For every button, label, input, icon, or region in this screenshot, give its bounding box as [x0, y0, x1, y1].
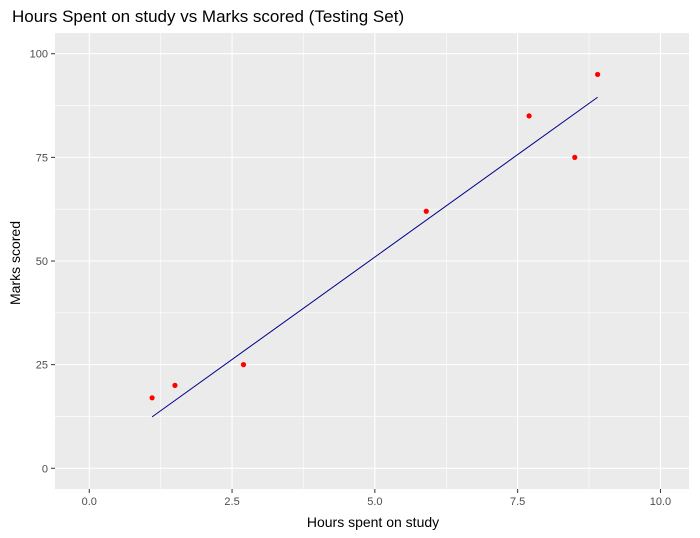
x-axis-ticks: 0.0 2.5 5.0 7.5 10.0 — [82, 489, 671, 508]
data-point — [172, 382, 178, 388]
y-tick-label: 100 — [30, 49, 48, 61]
y-tick-label: 50 — [36, 256, 48, 268]
regression-line — [151, 96, 598, 418]
y-tick-label: 75 — [36, 152, 48, 164]
data-point — [526, 113, 532, 119]
data-point — [572, 154, 578, 160]
y-tick-label: 0 — [42, 463, 48, 475]
x-tick-label: 0.0 — [82, 496, 97, 508]
y-axis-label: Marks scored — [7, 221, 23, 305]
x-axis-label: Hours spent on study — [307, 514, 439, 530]
data-point — [595, 71, 601, 78]
y-axis-ticks: 0 25 50 75 100 — [30, 49, 55, 475]
x-tick-label: 7.5 — [510, 496, 525, 508]
x-tick-label: 2.5 — [224, 496, 239, 508]
y-tick-label: 25 — [36, 360, 48, 372]
data-point — [423, 208, 429, 214]
x-tick-label: 10.0 — [650, 496, 671, 508]
data-points — [149, 71, 601, 401]
chart-title: Hours Spent on study vs Marks scored (Te… — [12, 7, 404, 26]
data-point — [149, 395, 155, 401]
grid-major — [55, 33, 689, 489]
x-tick-label: 5.0 — [367, 496, 382, 508]
data-point — [240, 362, 247, 368]
